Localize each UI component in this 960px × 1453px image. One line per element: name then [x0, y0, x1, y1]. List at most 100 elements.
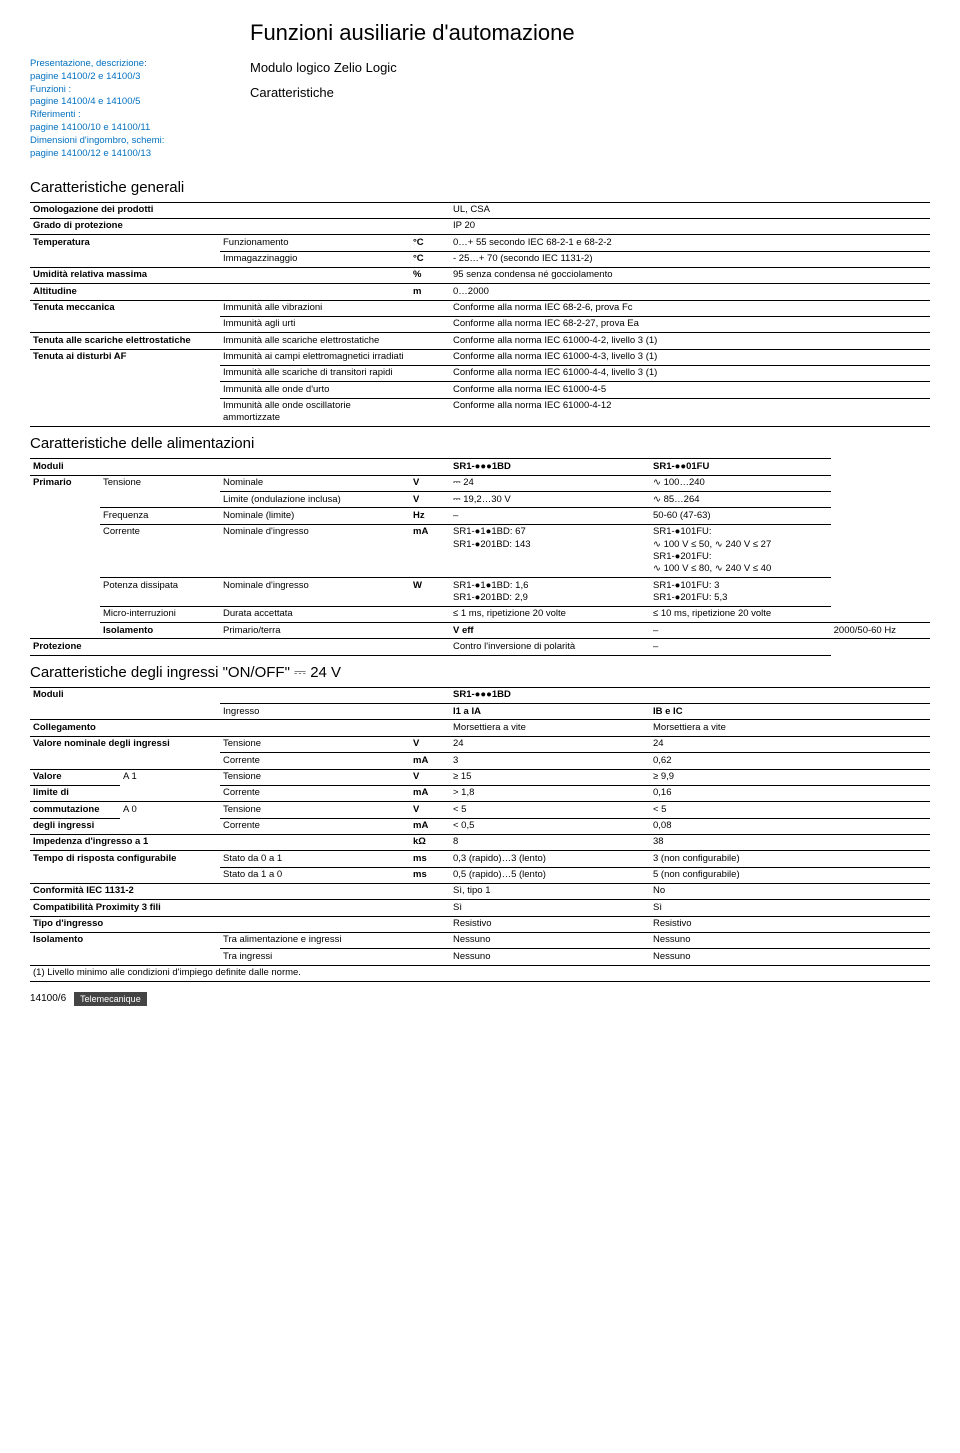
value: < 5	[650, 802, 930, 818]
label: Valore nominale degli ingressi	[30, 736, 220, 769]
value: ∿ 85…264	[650, 492, 831, 508]
value: ≥ 9,9	[650, 769, 930, 785]
header-block: Presentazione, descrizione: pagine 14100…	[30, 58, 930, 161]
value: 3 (non configurabile)	[650, 851, 930, 867]
value: 50-60 (47-63)	[650, 508, 831, 524]
value: 0,3 (rapido)…3 (lento)	[450, 851, 650, 867]
sublabel: Tra alimentazione e ingressi	[220, 932, 410, 948]
label: Conformità IEC 1131-2	[30, 883, 220, 899]
unit: W	[410, 578, 450, 607]
unit: mA	[410, 524, 450, 577]
sublabel: Nominale (limite)	[220, 508, 410, 524]
ref-line: Dimensioni d'ingombro, schemi:	[30, 135, 250, 148]
sublabel: A 0	[120, 802, 220, 835]
sublabel: Immagazzinaggio	[220, 251, 410, 267]
value: Conforme alla norma IEC 61000-4-5	[450, 382, 930, 398]
value: Morsettiera a vite	[650, 720, 930, 736]
value: Conforme alla norma IEC 61000-4-3, livel…	[450, 349, 930, 365]
sublabel: Immunità alle scariche elettrostatiche	[220, 333, 410, 349]
header-subtitles: Modulo logico Zelio Logic Caratteristich…	[250, 58, 397, 161]
unit: V	[410, 475, 450, 491]
unit: kΩ	[410, 834, 450, 850]
unit: mA	[410, 818, 450, 834]
label: Protezione	[30, 639, 220, 655]
value: Nessuno	[450, 932, 650, 948]
value: 24	[650, 736, 930, 752]
sublabel: Stato da 1 a 0	[220, 867, 410, 883]
ref-line: Funzioni :	[30, 84, 250, 97]
value: 0,62	[650, 753, 930, 769]
sublabel: A 1	[120, 769, 220, 802]
label: Isolamento	[30, 932, 220, 965]
value: IP 20	[450, 218, 930, 234]
col-head: SR1-●●●1BD	[450, 687, 930, 703]
label: Valore	[30, 769, 120, 785]
label: Compatibilità Proximity 3 fili	[30, 900, 220, 916]
label: Tipo d'ingresso	[30, 916, 220, 932]
value: Sì, tipo 1	[450, 883, 650, 899]
value: Nessuno	[650, 932, 930, 948]
sublabel: Tensione	[100, 475, 220, 508]
value: 2000/50-60 Hz	[831, 623, 930, 639]
label: degli ingressi	[30, 818, 120, 834]
ref-line: pagine 14100/10 e 14100/11	[30, 122, 250, 135]
sublabel: Corrente	[220, 785, 410, 801]
sublabel: Micro-interruzioni	[100, 606, 220, 622]
unit: °C	[410, 251, 450, 267]
label: Tenuta meccanica	[30, 300, 220, 333]
ref-line: Riferimenti :	[30, 109, 250, 122]
sublabel: Potenza dissipata	[100, 578, 220, 607]
label: Moduli	[30, 687, 220, 720]
col-head: I1 a IA	[450, 704, 650, 720]
value: 38	[650, 834, 930, 850]
value: 0,08	[650, 818, 930, 834]
ref-line: pagine 14100/4 e 14100/5	[30, 96, 250, 109]
sublabel: Tensione	[220, 802, 410, 818]
unit: mA	[410, 785, 450, 801]
brand-logo: Telemecanique	[74, 992, 147, 1006]
value: Conforme alla norma IEC 61000-4-4, livel…	[450, 365, 930, 381]
unit: m	[410, 284, 450, 300]
value: ≥ 15	[450, 769, 650, 785]
value: 95 senza condensa né gocciolamento	[450, 267, 930, 283]
value: SR1-●101FU: 3 SR1-●201FU: 5,3	[650, 578, 831, 607]
value: 0,5 (rapido)…5 (lento)	[450, 867, 650, 883]
value: Conforme alla norma IEC 68-2-27, prova E…	[450, 316, 930, 332]
sublabel: Tensione	[220, 769, 410, 785]
value: 0,16	[650, 785, 930, 801]
value: –	[650, 639, 831, 655]
col-head: SR1-●●●1BD	[450, 459, 650, 475]
sublabel: Frequenza	[100, 508, 220, 524]
unit: %	[410, 267, 450, 283]
value: Morsettiera a vite	[450, 720, 650, 736]
value: 8	[450, 834, 650, 850]
unit: ms	[410, 867, 450, 883]
label: Tempo di risposta configurabile	[30, 851, 220, 884]
page-title: Funzioni ausiliarie d'automazione	[250, 20, 930, 46]
value: 0…2000	[450, 284, 930, 300]
sublabel: Tensione	[220, 736, 410, 752]
label: Altitudine	[30, 284, 220, 300]
value: < 0,5	[450, 818, 650, 834]
sublabel: Immunità alle onde oscillatorie ammortiz…	[220, 398, 410, 427]
value: SR1-●1●1BD: 67 SR1-●201BD: 143	[450, 524, 650, 577]
value: - 25…+ 70 (secondo IEC 1131-2)	[450, 251, 930, 267]
value: Conforme alla norma IEC 68-2-6, prova Fc	[450, 300, 930, 316]
label: Isolamento	[100, 623, 220, 639]
footnote: (1) Livello minimo alle condizioni d'imp…	[30, 965, 930, 981]
value: 0…+ 55 secondo IEC 68-2-1 e 68-2-2	[450, 235, 930, 251]
subtitle-2: Caratteristiche	[250, 83, 397, 104]
sublabel: Tra ingressi	[220, 949, 410, 965]
sublabel: Funzionamento	[220, 235, 410, 251]
value: 24	[450, 736, 650, 752]
label: Tenuta alle scariche elettrostatiche	[30, 333, 220, 349]
ref-line: pagine 14100/2 e 14100/3	[30, 71, 250, 84]
col-head: SR1-●●01FU	[650, 459, 831, 475]
value: ⎓ 24	[450, 475, 650, 491]
sublabel: Primario/terra	[220, 623, 410, 639]
unit: V eff	[450, 623, 650, 639]
page-footer: 14100/6 Telemecanique	[30, 992, 930, 1006]
value: ⎓ 19,2…30 V	[450, 492, 650, 508]
table-supply: ModuliSR1-●●●1BDSR1-●●01FU PrimarioTensi…	[30, 458, 930, 655]
value: Sì	[450, 900, 650, 916]
